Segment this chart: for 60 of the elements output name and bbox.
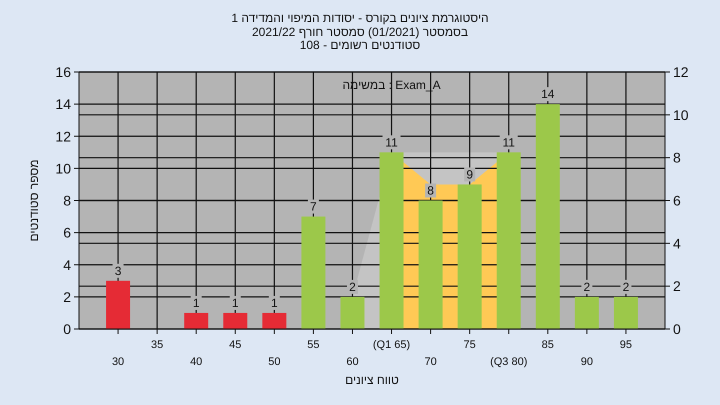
y-tick-label: 12	[55, 128, 72, 144]
data-label: 1	[270, 296, 278, 310]
data-label: 1	[232, 296, 239, 310]
data-label: 3	[114, 264, 122, 278]
x-tick-label: 60	[346, 356, 359, 368]
x-tick-label: 85	[542, 339, 554, 351]
y-tick-label: 2	[63, 288, 72, 305]
bar	[458, 184, 482, 329]
data-label: 8	[427, 184, 434, 198]
y-tick-label: 16	[55, 64, 72, 80]
bar	[614, 296, 638, 329]
x-tick-label: 30	[112, 356, 124, 368]
x-tick-label: 45	[229, 339, 242, 351]
x-axis-title: טווח ציונים	[345, 373, 400, 387]
data-label: 11	[385, 135, 398, 150]
y-axis-title: מספר סטודנטים	[27, 159, 41, 242]
x-tick-label: 90	[580, 356, 593, 368]
y-tick-label: 8	[63, 192, 72, 208]
bar	[418, 200, 443, 329]
x-tick-label: 35	[151, 339, 164, 351]
y2-tick-label: 12	[673, 64, 689, 80]
y-tick-label: 10	[55, 160, 72, 176]
data-label: 1	[192, 296, 200, 310]
bar	[301, 216, 326, 329]
data-label: 11	[502, 135, 516, 150]
data-label: 2	[584, 280, 591, 294]
bar	[223, 312, 248, 329]
y-tick-label: 0	[63, 321, 72, 337]
chart-subtitle: בסמסטר (01/2021) סמסטר חורף 2021/22 סטודנטים רשומים - 108	[252, 25, 468, 52]
y2-tick-label: 2	[673, 278, 681, 294]
x-tick-label: 70	[424, 356, 437, 368]
y-tick-label: 4	[63, 256, 72, 273]
x-tick-label: 55	[307, 339, 320, 351]
data-label: 9	[466, 167, 474, 182]
y-tick-label: 14	[55, 96, 72, 112]
x-tick-label: 50	[268, 356, 280, 368]
chart-title: היסטוגרמת ציונים בקורס - יסודות המיפוי והמדידה 1	[231, 11, 489, 25]
bar	[574, 296, 599, 329]
x-tick-label: 40	[190, 356, 202, 368]
bar	[106, 280, 130, 329]
x-tick-label: (Q3 80)	[490, 356, 528, 368]
bar	[496, 152, 521, 329]
bar	[536, 104, 560, 329]
data-label: 2	[349, 280, 356, 294]
bar	[262, 312, 286, 329]
y2-tick-label: 8	[673, 150, 681, 166]
y2-tick-label: 0	[673, 321, 681, 337]
x-tick-label: (Q1 65)	[372, 339, 410, 351]
data-label: 14	[541, 87, 555, 102]
bar	[184, 312, 208, 329]
bar	[340, 296, 364, 329]
x-tick-label: 75	[464, 339, 476, 351]
y2-tick-label: 4	[673, 235, 681, 252]
y2-tick-label: 10	[673, 106, 689, 123]
data-label: 7	[310, 200, 318, 214]
data-label: 2	[622, 280, 630, 294]
x-tick-label: 95	[620, 339, 632, 351]
y2-tick-label: 6	[673, 192, 681, 208]
y-tick-label: 6	[63, 224, 72, 241]
bar	[380, 152, 404, 329]
